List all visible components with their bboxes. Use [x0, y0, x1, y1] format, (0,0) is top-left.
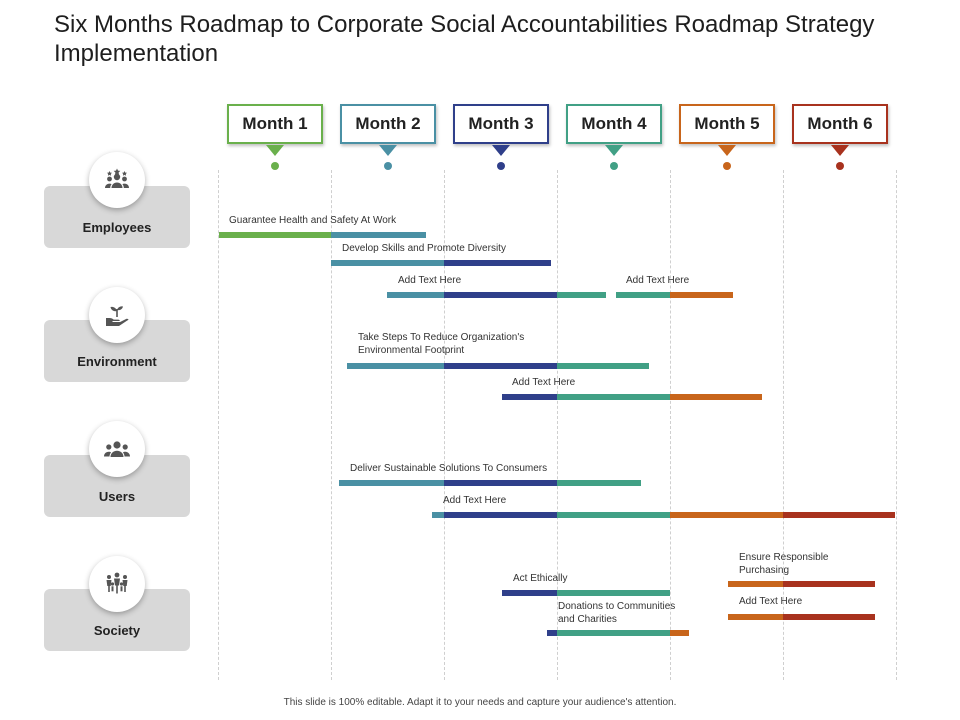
grid-line: [557, 170, 558, 680]
month-1-pointer: [266, 145, 284, 156]
month-4-dot: [610, 162, 618, 170]
month-2-dot: [384, 162, 392, 170]
task-label: Add Text Here: [398, 275, 462, 286]
task-bar-segment: [783, 614, 875, 620]
task-bar-segment: [444, 292, 557, 298]
task-label: Develop Skills and Promote Diversity: [342, 243, 506, 254]
month-5-pointer: [718, 145, 736, 156]
task-label: Add Text Here: [512, 377, 576, 388]
task-bar-segment: [444, 363, 557, 369]
task-label: Add Text Here: [739, 596, 803, 607]
grid-line: [670, 170, 671, 680]
users-icon: [89, 421, 145, 477]
task-bar-segment: [219, 232, 331, 238]
task-bar-segment: [616, 292, 670, 298]
grid-line: [896, 170, 897, 680]
task-bar-segment: [387, 292, 444, 298]
grid-line: [218, 170, 219, 680]
task-label: Act Ethically: [513, 573, 568, 584]
task-bar-segment: [670, 512, 783, 518]
task-bar-segment: [502, 394, 557, 400]
task-label: Deliver Sustainable Solutions To Consume…: [350, 463, 548, 474]
task-bar-segment: [557, 590, 670, 596]
month-1-header: Month 1: [227, 104, 323, 144]
task-bar-segment: [547, 630, 557, 636]
task-bar-segment: [670, 292, 733, 298]
task-bar-segment: [331, 260, 444, 266]
grid-line: [783, 170, 784, 680]
month-3-dot: [497, 162, 505, 170]
task-label: Donations to Communities and Charities: [558, 601, 676, 625]
task-bar-segment: [557, 512, 670, 518]
month-6-dot: [836, 162, 844, 170]
month-2-header: Month 2: [340, 104, 436, 144]
task-bar-segment: [728, 614, 783, 620]
month-4-pointer: [605, 145, 623, 156]
community-icon: [89, 556, 145, 612]
task-bar-segment: [444, 260, 551, 266]
task-bar-segment: [557, 394, 670, 400]
task-bar-segment: [502, 590, 557, 596]
month-3-pointer: [492, 145, 510, 156]
footer-note: This slide is 100% editable. Adapt it to…: [283, 697, 677, 708]
page-title: Six Months Roadmap to Corporate Social A…: [54, 11, 875, 67]
task-bar-segment: [339, 480, 444, 486]
grid-line: [331, 170, 332, 680]
month-1-dot: [271, 162, 279, 170]
task-label: Take Steps To Reduce Organization's Envi…: [358, 332, 525, 356]
task-label: Ensure Responsible Purchasing: [739, 552, 829, 576]
task-bar-segment: [557, 630, 670, 636]
team-icon: [89, 152, 145, 208]
month-3-header: Month 3: [453, 104, 549, 144]
task-bar-segment: [783, 581, 875, 587]
task-bar-segment: [783, 512, 895, 518]
grid-line: [444, 170, 445, 680]
task-bar-segment: [670, 630, 689, 636]
task-bar-segment: [557, 292, 606, 298]
month-4-header: Month 4: [566, 104, 662, 144]
task-bar-segment: [331, 232, 426, 238]
plant-hand-icon: [89, 287, 145, 343]
task-bar-segment: [444, 512, 557, 518]
task-bar-segment: [347, 363, 444, 369]
month-6-pointer: [831, 145, 849, 156]
category-environment: Environment: [44, 320, 190, 382]
task-bar-segment: [557, 480, 641, 486]
task-label: Add Text Here: [443, 495, 507, 506]
task-bar-segment: [557, 363, 649, 369]
task-label: Guarantee Health and Safety At Work: [229, 215, 397, 226]
month-2-pointer: [379, 145, 397, 156]
month-6-header: Month 6: [792, 104, 888, 144]
task-bar-segment: [444, 480, 557, 486]
task-bar-segment: [670, 394, 762, 400]
task-bar-segment: [432, 512, 444, 518]
task-label: Add Text Here: [626, 275, 690, 286]
month-5-header: Month 5: [679, 104, 775, 144]
task-bar-segment: [728, 581, 783, 587]
month-5-dot: [723, 162, 731, 170]
